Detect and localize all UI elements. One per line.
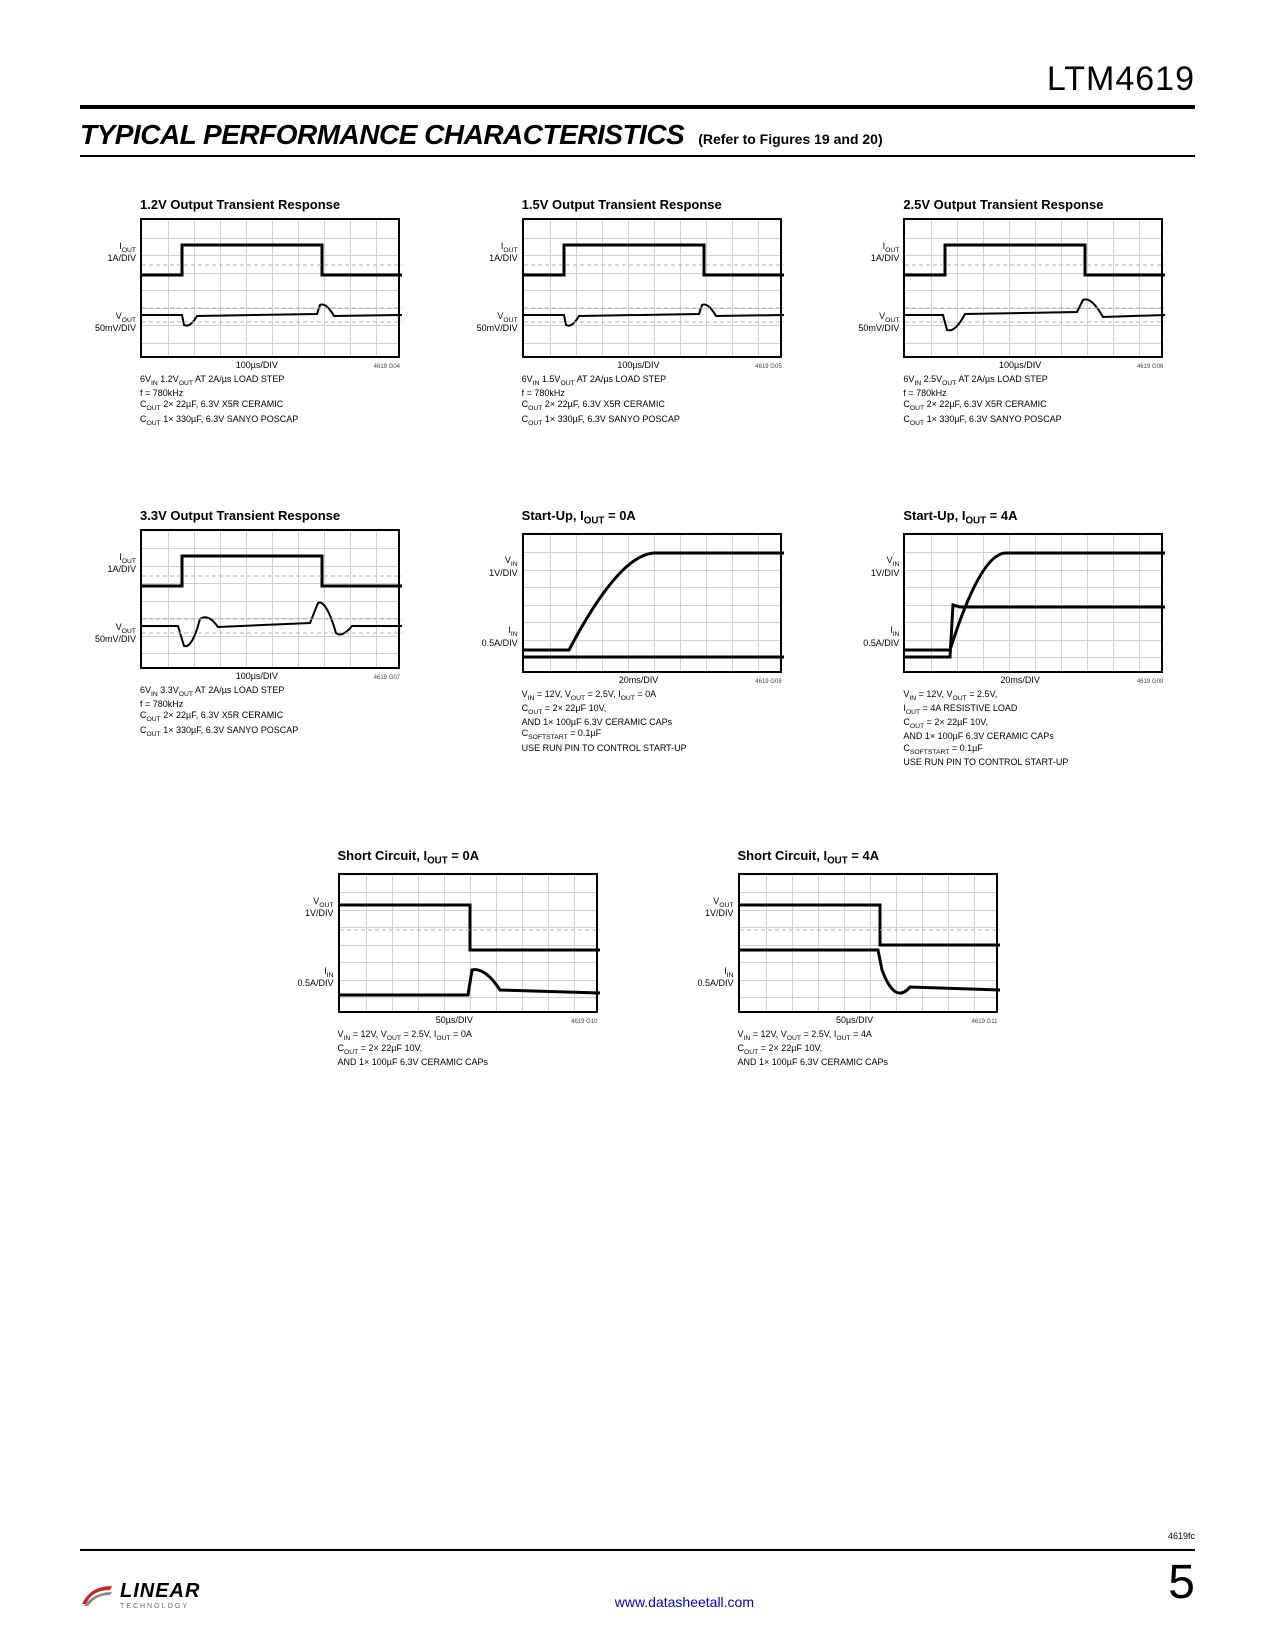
scope-screen (903, 218, 1163, 358)
part-number: LTM4619 (80, 60, 1195, 109)
y-axis-label: IIN0.5A/DIV (678, 967, 734, 989)
y-labels: VOUT1V/DIV IIN0.5A/DIV (678, 873, 738, 1013)
x-axis: 100µs/DIV4619 G04 (140, 360, 400, 370)
y-axis-label: VOUT50mV/DIV (843, 312, 899, 334)
graph-code: 4619 G10 (571, 1019, 597, 1025)
y-axis-label: IOUT1A/DIV (80, 553, 136, 575)
chart-title: 3.3V Output Transient Response (140, 508, 432, 523)
chart-title: 1.5V Output Transient Response (522, 197, 814, 212)
chart-row-3: Short Circuit, IOUT = 0A VOUT1V/DIV IIN0.… (80, 848, 1195, 1068)
chart-title: 1.2V Output Transient Response (140, 197, 432, 212)
y-axis-label: VOUT50mV/DIV (462, 312, 518, 334)
y-axis-label: VOUT50mV/DIV (80, 623, 136, 645)
chart-title: 2.5V Output Transient Response (903, 197, 1195, 212)
company-logo: LINEAR TECHNOLOGY (80, 1580, 200, 1610)
graph-code: 4619 G06 (1137, 364, 1163, 370)
graph-code: 4619 G07 (374, 675, 400, 681)
scope-chart: 2.5V Output Transient Response IOUT1A/DI… (843, 197, 1195, 428)
y-axis-label: IOUT1A/DIV (843, 242, 899, 264)
x-axis: 50µs/DIV4619 G11 (738, 1015, 998, 1025)
x-axis-label: 100µs/DIV (140, 671, 374, 681)
y-axis-label: VOUT1V/DIV (278, 897, 334, 919)
scope-screen (522, 533, 782, 673)
x-axis-label: 20ms/DIV (522, 675, 756, 685)
y-labels: IOUT1A/DIV VOUT50mV/DIV (462, 218, 522, 358)
logo-text: LINEAR (120, 1580, 200, 1603)
graph-code: 4619 G11 (972, 1019, 998, 1025)
y-axis-label: IOUT1A/DIV (462, 242, 518, 264)
section-header: TYPICAL PERFORMANCE CHARACTERISTICS (Ref… (80, 119, 1195, 157)
x-axis: 100µs/DIV4619 G07 (140, 671, 400, 681)
scope-screen (140, 529, 400, 669)
x-axis: 100µs/DIV4619 G06 (903, 360, 1163, 370)
y-labels: IOUT1A/DIV VOUT50mV/DIV (80, 218, 140, 358)
chart-conditions: 6VIN 3.3VOUT AT 2A/µs LOAD STEPf = 780kH… (140, 685, 432, 739)
section-subtitle: (Refer to Figures 19 and 20) (698, 131, 882, 147)
scope-screen (738, 873, 998, 1013)
footer-link[interactable]: www.datasheetall.com (615, 1594, 754, 1610)
x-axis-label: 50µs/DIV (738, 1015, 972, 1025)
logo-subtext: TECHNOLOGY (120, 1603, 200, 1610)
graph-code: 4619 G09 (1137, 679, 1163, 685)
page-footer: 4619fc LINEAR TECHNOLOGY www.datasheetal… (80, 1549, 1195, 1610)
scope-chart: Start-Up, IOUT = 0A VIN1V/DIV IIN0.5A/DIV… (462, 508, 814, 768)
section-title: TYPICAL PERFORMANCE CHARACTERISTICS (80, 119, 684, 151)
y-axis-label: VIN1V/DIV (462, 556, 518, 578)
y-axis-label: IIN0.5A/DIV (843, 626, 899, 648)
scope-chart: 1.5V Output Transient Response IOUT1A/DI… (462, 197, 814, 428)
scope-chart: 1.2V Output Transient Response IOUT1A/DI… (80, 197, 432, 428)
chart-conditions: VIN = 12V, VOUT = 2.5V,IOUT = 4A RESISTI… (903, 689, 1195, 768)
chart-conditions: VIN = 12V, VOUT = 2.5V, IOUT = 0ACOUT = … (522, 689, 814, 754)
graph-code: 4619 G04 (374, 364, 400, 370)
chart-conditions: 6VIN 1.2VOUT AT 2A/µs LOAD STEPf = 780kH… (140, 374, 432, 428)
scope-screen (140, 218, 400, 358)
scope-chart: Start-Up, IOUT = 4A VIN1V/DIV IIN0.5A/DIV… (843, 508, 1195, 768)
x-axis: 20ms/DIV4619 G08 (522, 675, 782, 685)
scope-screen (522, 218, 782, 358)
graph-code: 4619 G05 (755, 364, 781, 370)
chart-conditions: 6VIN 2.5VOUT AT 2A/µs LOAD STEPf = 780kH… (903, 374, 1195, 428)
y-axis-label: IOUT1A/DIV (80, 242, 136, 264)
y-labels: IOUT1A/DIV VOUT50mV/DIV (80, 529, 140, 669)
chart-title: Start-Up, IOUT = 4A (903, 508, 1195, 527)
chart-conditions: 6VIN 1.5VOUT AT 2A/µs LOAD STEPf = 780kH… (522, 374, 814, 428)
chart-conditions: VIN = 12V, VOUT = 2.5V, IOUT = 4ACOUT = … (738, 1029, 998, 1069)
chart-title: Start-Up, IOUT = 0A (522, 508, 814, 527)
graph-code: 4619 G08 (755, 679, 781, 685)
scope-screen (903, 533, 1163, 673)
page-number: 5 (1168, 1555, 1195, 1610)
y-labels: VOUT1V/DIV IIN0.5A/DIV (278, 873, 338, 1013)
y-labels: VIN1V/DIV IIN0.5A/DIV (462, 533, 522, 673)
chart-row-1: 1.2V Output Transient Response IOUT1A/DI… (80, 197, 1195, 428)
y-labels: VIN1V/DIV IIN0.5A/DIV (843, 533, 903, 673)
chart-conditions: VIN = 12V, VOUT = 2.5V, IOUT = 0ACOUT = … (338, 1029, 598, 1069)
chart-title: Short Circuit, IOUT = 4A (738, 848, 998, 867)
x-axis-label: 100µs/DIV (140, 360, 374, 370)
y-axis-label: VOUT50mV/DIV (80, 312, 136, 334)
scope-screen (338, 873, 598, 1013)
x-axis: 20ms/DIV4619 G09 (903, 675, 1163, 685)
x-axis-label: 100µs/DIV (903, 360, 1137, 370)
x-axis-label: 20ms/DIV (903, 675, 1137, 685)
chart-row-2: 3.3V Output Transient Response IOUT1A/DI… (80, 508, 1195, 768)
x-axis: 50µs/DIV4619 G10 (338, 1015, 598, 1025)
y-axis-label: IIN0.5A/DIV (278, 967, 334, 989)
y-labels: IOUT1A/DIV VOUT50mV/DIV (843, 218, 903, 358)
x-axis-label: 50µs/DIV (338, 1015, 572, 1025)
rev-code: 4619fc (1168, 1531, 1195, 1541)
y-axis-label: VOUT1V/DIV (678, 897, 734, 919)
x-axis: 100µs/DIV4619 G05 (522, 360, 782, 370)
scope-chart: Short Circuit, IOUT = 0A VOUT1V/DIV IIN0.… (278, 848, 598, 1068)
chart-title: Short Circuit, IOUT = 0A (338, 848, 598, 867)
scope-chart: Short Circuit, IOUT = 4A VOUT1V/DIV IIN0.… (678, 848, 998, 1068)
x-axis-label: 100µs/DIV (522, 360, 756, 370)
scope-chart: 3.3V Output Transient Response IOUT1A/DI… (80, 508, 432, 768)
logo-swoosh-icon (80, 1582, 114, 1608)
y-axis-label: IIN0.5A/DIV (462, 626, 518, 648)
y-axis-label: VIN1V/DIV (843, 556, 899, 578)
